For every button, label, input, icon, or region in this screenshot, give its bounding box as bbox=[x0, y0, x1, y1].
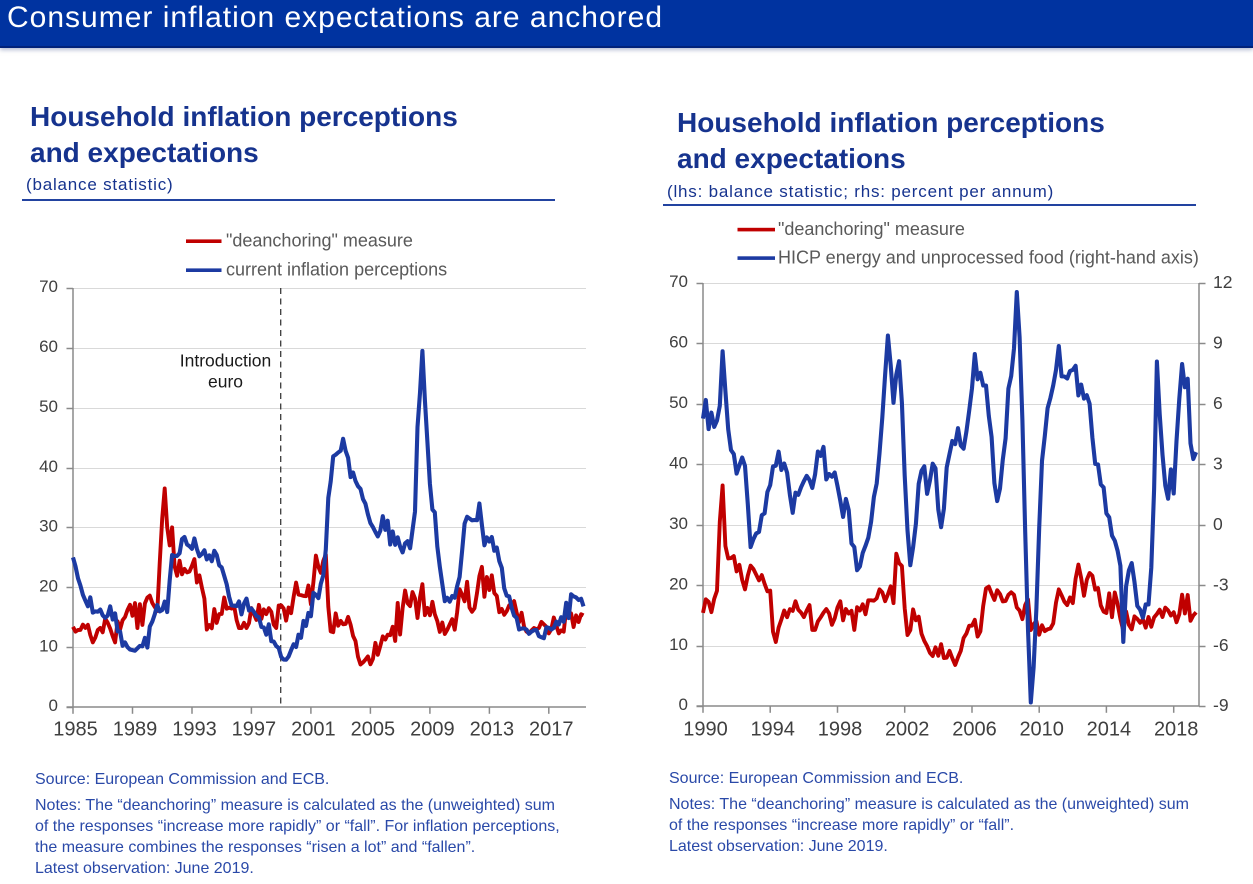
svg-text:50: 50 bbox=[39, 397, 58, 416]
svg-text:60: 60 bbox=[39, 337, 58, 356]
svg-text:40: 40 bbox=[39, 457, 58, 476]
svg-text:0: 0 bbox=[679, 695, 688, 714]
svg-text:"deanchoring" measure: "deanchoring" measure bbox=[226, 230, 413, 250]
svg-text:Introduction: Introduction bbox=[180, 351, 271, 371]
svg-text:2006: 2006 bbox=[952, 719, 997, 741]
svg-text:2002: 2002 bbox=[885, 719, 930, 741]
svg-text:-6: -6 bbox=[1213, 635, 1229, 655]
svg-text:40: 40 bbox=[669, 454, 688, 473]
svg-text:60: 60 bbox=[669, 333, 688, 352]
svg-text:euro: euro bbox=[208, 372, 243, 392]
svg-text:10: 10 bbox=[669, 635, 688, 654]
svg-text:2017: 2017 bbox=[529, 719, 574, 741]
svg-text:50: 50 bbox=[669, 393, 688, 412]
svg-text:1997: 1997 bbox=[232, 719, 277, 741]
svg-text:2010: 2010 bbox=[1019, 719, 1064, 741]
svg-text:12: 12 bbox=[1213, 272, 1232, 292]
svg-text:70: 70 bbox=[669, 272, 688, 291]
svg-text:3: 3 bbox=[1213, 454, 1223, 474]
svg-text:current inflation perceptions: current inflation perceptions bbox=[226, 259, 447, 279]
svg-text:9: 9 bbox=[1213, 333, 1223, 353]
svg-text:2001: 2001 bbox=[291, 719, 336, 741]
svg-text:30: 30 bbox=[39, 517, 58, 536]
svg-text:1994: 1994 bbox=[750, 719, 795, 741]
svg-text:HICP energy and unprocessed fo: HICP energy and unprocessed food (right-… bbox=[778, 247, 1199, 267]
svg-text:1985: 1985 bbox=[53, 719, 98, 741]
svg-text:0: 0 bbox=[1213, 514, 1223, 534]
svg-text:30: 30 bbox=[669, 514, 688, 533]
svg-text:-9: -9 bbox=[1213, 695, 1229, 715]
svg-text:1993: 1993 bbox=[172, 719, 217, 741]
svg-text:2009: 2009 bbox=[410, 719, 455, 741]
svg-text:6: 6 bbox=[1213, 393, 1223, 413]
svg-text:1989: 1989 bbox=[113, 719, 158, 741]
svg-text:20: 20 bbox=[669, 574, 688, 593]
svg-text:1990: 1990 bbox=[683, 719, 728, 741]
svg-text:"deanchoring" measure: "deanchoring" measure bbox=[778, 219, 965, 239]
svg-text:0: 0 bbox=[49, 696, 58, 715]
svg-text:70: 70 bbox=[39, 277, 58, 296]
svg-text:10: 10 bbox=[39, 636, 58, 655]
svg-text:2014: 2014 bbox=[1087, 719, 1132, 741]
svg-text:2005: 2005 bbox=[351, 719, 396, 741]
svg-text:-3: -3 bbox=[1213, 574, 1229, 594]
svg-text:2013: 2013 bbox=[470, 719, 515, 741]
svg-text:2018: 2018 bbox=[1154, 719, 1199, 741]
svg-text:1998: 1998 bbox=[818, 719, 863, 741]
svg-text:20: 20 bbox=[39, 577, 58, 596]
